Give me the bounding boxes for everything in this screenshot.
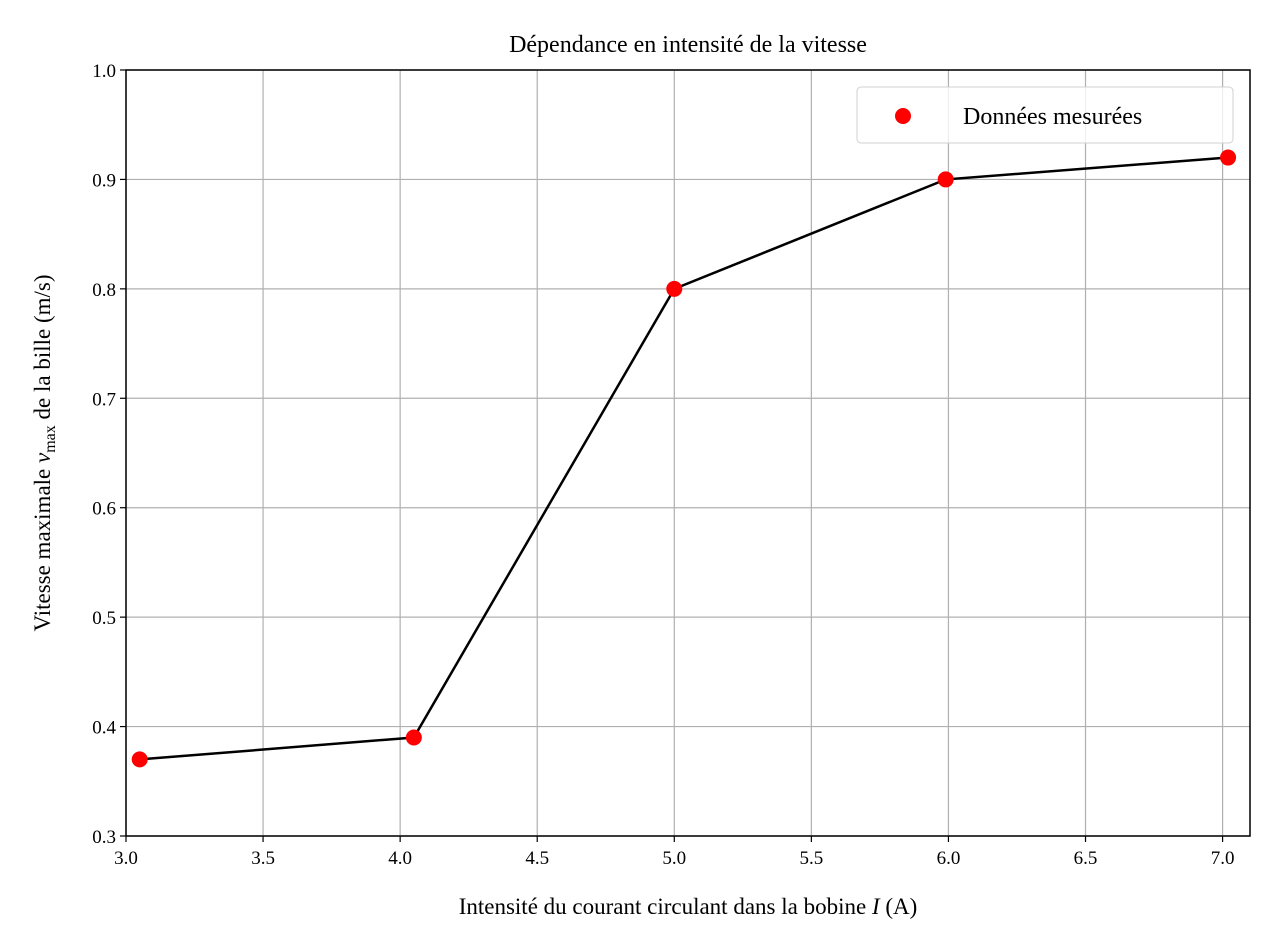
data-point bbox=[666, 280, 683, 297]
data-point bbox=[131, 751, 148, 768]
x-tick-label: 5.5 bbox=[799, 848, 823, 869]
y-tick-label: 0.5 bbox=[92, 608, 116, 629]
y-tick-label: 0.8 bbox=[92, 280, 116, 301]
x-tick-label: 6.0 bbox=[937, 848, 961, 869]
y-tick-label: 0.7 bbox=[92, 389, 116, 410]
x-tick-label: 3.5 bbox=[251, 848, 275, 869]
y-tick-label: 0.6 bbox=[92, 499, 116, 520]
x-axis-label: Intensité du courant circulant dans la b… bbox=[459, 894, 918, 919]
y-tick-label: 1.0 bbox=[92, 61, 116, 82]
y-tick-label: 0.9 bbox=[92, 170, 116, 191]
data-point bbox=[1220, 149, 1237, 166]
line bbox=[139, 156, 1229, 761]
data-point bbox=[405, 729, 422, 746]
legend-marker bbox=[895, 108, 911, 124]
plot-frame bbox=[125, 69, 1251, 837]
x-tick-label: 4.0 bbox=[388, 848, 412, 869]
x-tick-label: 4.5 bbox=[525, 848, 549, 869]
data-point bbox=[937, 171, 954, 188]
chart-title: Dépendance en intensité de la vitesse bbox=[509, 32, 867, 58]
x-tick-label: 3.0 bbox=[114, 848, 138, 869]
x-tick-label: 7.0 bbox=[1211, 848, 1235, 869]
x-tick-label: 5.0 bbox=[662, 848, 686, 869]
y-axis-label: Vitesse maximale vmax de la bille (m/s) bbox=[30, 274, 59, 631]
y-tick-label: 0.4 bbox=[92, 718, 116, 739]
legend-label: Données mesurées bbox=[963, 104, 1142, 130]
x-tick-label: 6.5 bbox=[1074, 848, 1098, 869]
legend-box bbox=[856, 86, 1234, 144]
y-tick-label: 0.3 bbox=[92, 827, 116, 848]
